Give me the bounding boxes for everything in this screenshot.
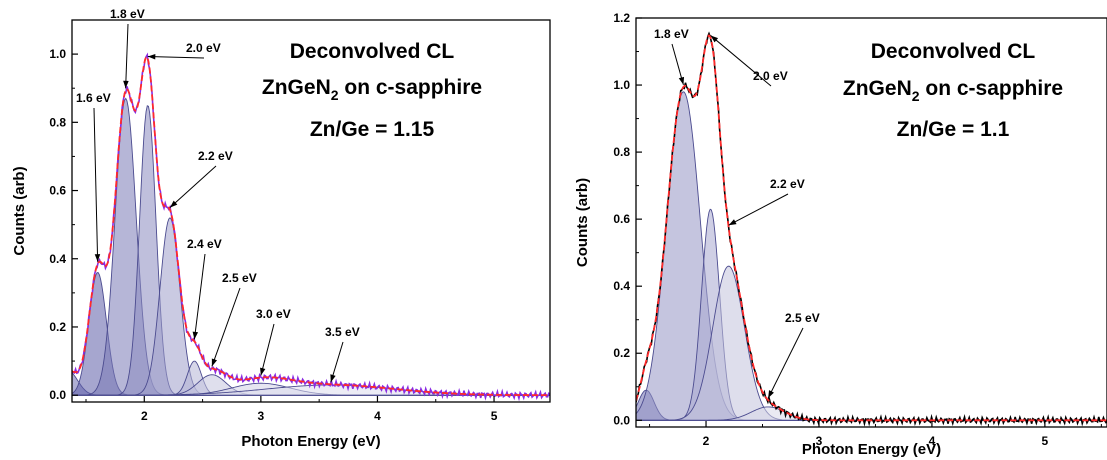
title-substrate: on c-sapphire — [920, 77, 1064, 100]
plot-area — [72, 52, 550, 402]
peak-annotation: 3.5 eV — [325, 325, 360, 383]
cumulative-fit-line — [636, 34, 1107, 422]
title-line-1: Deconvolved CL — [871, 40, 1036, 63]
x-tick-label: 5 — [1042, 434, 1049, 448]
annotation-arrow-line — [147, 56, 205, 59]
title-line-1: Deconvolved CL — [290, 40, 455, 63]
title-subscript: 2 — [331, 87, 339, 103]
annotation-arrowhead — [728, 219, 737, 226]
y-tick-label: 0.4 — [613, 279, 630, 293]
x-axis-title: Photon Energy (eV) — [241, 433, 380, 450]
annotation-arrowhead — [192, 331, 199, 340]
peak-annotation: 2.5 eV — [211, 271, 257, 367]
peak-annotation: 1.6 eV — [76, 91, 111, 262]
annotation-arrowhead — [147, 53, 156, 60]
x-tick-label: 4 — [929, 434, 936, 448]
peak-label: 1.8 eV — [110, 7, 145, 21]
peak-label: 2.5 eV — [222, 271, 257, 285]
annotation-arrowhead — [330, 374, 336, 383]
peak-label: 1.6 eV — [76, 91, 111, 105]
peak-label: 1.8 eV — [654, 27, 689, 41]
annotation-arrowhead — [123, 80, 129, 89]
title-line-2: ZnGeN2 on c-sapphire — [843, 77, 1063, 104]
title-compound: ZnGeN — [843, 77, 912, 100]
x-axis-title: Photon Energy (eV) — [802, 441, 941, 458]
annotation-arrow-line — [767, 327, 804, 399]
annotation-arrow-line — [169, 165, 217, 209]
annotation-arrow-line — [260, 323, 275, 376]
x-tick-label: 3 — [258, 409, 265, 423]
annotation-arrowhead — [678, 76, 685, 85]
axes-frame — [71, 19, 551, 403]
plot-area — [636, 31, 1107, 427]
peak-label: 2.0 eV — [753, 69, 788, 83]
peak-annotation: 2.5 eV — [767, 311, 820, 399]
y-tick-label: 0.2 — [613, 346, 630, 360]
x-tick-label: 5 — [491, 409, 498, 423]
x-tick-label: 4 — [374, 409, 381, 423]
annotation-arrowhead — [768, 390, 774, 399]
chart-panel-1: 2 3 4 5 0.0 0.2 0.4 0.6 0.8 1.0 Photon Energy (eV)… — [11, 7, 551, 450]
peak-annotation: 2.0 eV — [147, 41, 221, 60]
peak-label: 2.2 eV — [198, 149, 233, 163]
y-tick-label: 1.0 — [613, 78, 630, 92]
peak-component-4 — [72, 105, 550, 396]
chart-title: Deconvolved CL ZnGeN2 on c-sapphire Zn/Ge … — [843, 40, 1063, 141]
y-tick-label: 0.4 — [49, 252, 66, 266]
y-tick-label: 0.8 — [613, 145, 630, 159]
peak-label: 3.0 eV — [256, 307, 291, 321]
peak-annotation: 2.2 eV — [728, 177, 805, 226]
x-tick-label: 2 — [141, 409, 148, 423]
peak-annotation: 1.8 eV — [110, 7, 145, 89]
peak-annotation: 2.4 eV — [187, 237, 222, 340]
annotation-arrowhead — [169, 200, 178, 208]
annotation-arrow-line — [193, 253, 206, 340]
annotation-arrowhead — [260, 367, 266, 376]
y-axis-title: Counts (arb) — [11, 166, 28, 255]
annotation-arrow-line — [125, 23, 129, 89]
peak-label: 2.0 eV — [186, 41, 221, 55]
y-axis-title: Counts (arb) — [574, 178, 591, 267]
peak-label: 2.2 eV — [770, 177, 805, 191]
y-tick-label: 0.8 — [49, 115, 66, 129]
peak-annotation: 1.8 eV — [654, 27, 689, 85]
cumulative-fit-line — [72, 56, 550, 397]
annotation-arrowhead — [710, 35, 719, 43]
title-line-3: Zn/Ge = 1.15 — [310, 118, 435, 141]
y-tick-label: 0.6 — [613, 212, 630, 226]
y-tick-label: 0.0 — [613, 413, 630, 427]
annotation-arrow-line — [710, 35, 772, 87]
peak-annotation: 2.0 eV — [710, 35, 788, 87]
peak-annotation: 2.2 eV — [169, 149, 233, 209]
y-tick-label: 0.0 — [49, 388, 66, 402]
title-compound: ZnGeN — [262, 76, 331, 99]
title-line-3: Zn/Ge = 1.1 — [897, 118, 1010, 141]
y-tick-label: 1.0 — [49, 47, 66, 61]
title-line-2: ZnGeN2 on c-sapphire — [262, 76, 482, 103]
y-tick-label: 0.2 — [49, 320, 66, 334]
peak-label: 2.4 eV — [187, 237, 222, 251]
peak-label: 3.5 eV — [325, 325, 360, 339]
title-subscript: 2 — [912, 88, 920, 104]
x-tick-label: 2 — [703, 434, 710, 448]
peak-annotation: 3.0 eV — [256, 307, 291, 376]
annotation-arrowhead — [211, 358, 218, 367]
annotation-arrowhead — [94, 254, 101, 262]
axes-frame — [635, 17, 1107, 428]
x-tick-label: 3 — [816, 434, 823, 448]
chart-panel-2: 2 3 4 5 0.0 0.2 0.4 0.6 0.8 1.0 1.2 Photon Energy (… — [574, 11, 1107, 458]
y-tick-label: 0.6 — [49, 184, 66, 198]
peak-label: 2.5 eV — [785, 311, 820, 325]
title-substrate: on c-sapphire — [339, 76, 483, 99]
chart-title: Deconvolved CL ZnGeN2 on c-sapphire Zn/Ge … — [262, 40, 482, 141]
annotation-arrow-line — [728, 193, 789, 226]
y-tick-label: 1.2 — [613, 11, 630, 25]
annotation-arrow-line — [93, 107, 99, 262]
annotation-arrow-line — [211, 287, 241, 367]
